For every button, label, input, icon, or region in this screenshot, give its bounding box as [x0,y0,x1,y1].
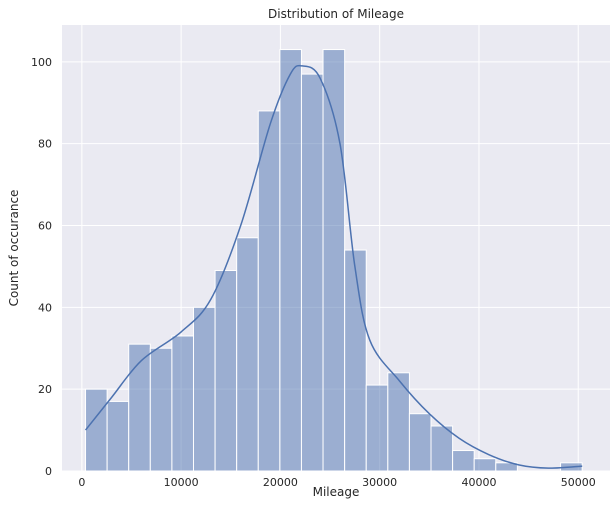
histogram-bar [257,110,281,472]
y-tick-label: 0 [45,465,52,478]
x-tick-label: 10000 [164,476,199,489]
histogram-bar [430,425,454,472]
histogram-bar [171,335,194,472]
histogram-bar [106,400,130,472]
histogram-bar [85,388,108,472]
histogram-bar [192,306,216,472]
histogram-bar [387,372,410,472]
histogram-bar [214,270,238,472]
y-tick-label: 100 [31,56,52,69]
histogram-bar [365,384,389,472]
x-tick-label: 30000 [362,476,397,489]
y-tick-label: 60 [38,219,52,232]
histogram-bar [408,413,432,472]
x-tick-label: 0 [78,476,85,489]
histogram-bar [452,450,475,472]
chart-title: Distribution of Mileage [268,7,404,21]
histogram-bar [236,237,259,472]
kde-line [84,64,583,469]
x-tick-label: 20000 [263,476,298,489]
x-tick-label: 40000 [461,476,496,489]
y-tick-label: 20 [38,383,52,396]
x-tick-label: 50000 [561,476,596,489]
y-axis-label: Count of occurance [7,190,21,307]
histogram-bar [149,347,173,472]
histogram-bar [473,458,497,472]
y-tick-label: 40 [38,301,52,314]
histogram-bar [300,73,324,472]
histogram-bar [279,49,302,472]
histogram-bar [495,462,518,472]
histogram-bar [322,49,346,472]
y-tick-label: 80 [38,138,52,151]
x-axis-label: Mileage [313,485,360,499]
histogram-bar [344,249,367,472]
